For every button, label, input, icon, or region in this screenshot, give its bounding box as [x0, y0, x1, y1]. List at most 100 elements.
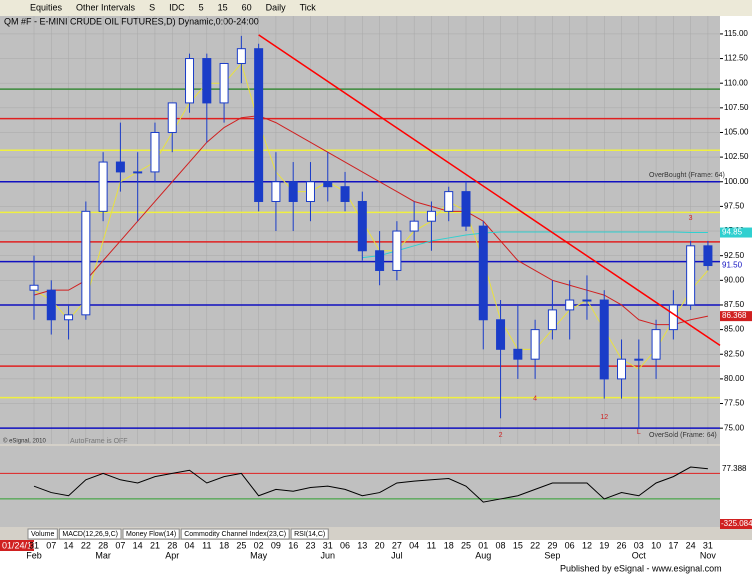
overbought-label: OverBought (Frame: 64) — [649, 172, 725, 179]
candle-body — [288, 181, 298, 202]
value-box-label: 86.368 — [722, 311, 747, 320]
y-tick-label: 90.00 — [724, 275, 745, 284]
candle-body — [357, 200, 367, 252]
oversold-label: OverSold (Frame: 64) — [649, 432, 717, 439]
candle-body — [29, 284, 39, 291]
toolbar-item[interactable]: Tick — [300, 2, 317, 12]
x-tick-label: 24 — [686, 540, 696, 550]
candle-body — [202, 58, 212, 104]
toolbar-item[interactable]: IDC — [169, 2, 185, 12]
candle-body — [530, 329, 540, 360]
x-tick-label: 23 — [305, 540, 315, 550]
candle-body — [547, 309, 557, 331]
toolbar-item[interactable]: Equities — [30, 2, 63, 12]
candle-body — [634, 358, 644, 361]
tab-label[interactable]: Commodity Channel Index(23,C) — [184, 531, 286, 538]
pivot-label: 12 — [600, 414, 608, 421]
ma-line — [33, 115, 709, 326]
candle-body — [444, 191, 454, 212]
copyright: © eSignal, 2010 — [3, 438, 46, 445]
candle-body — [150, 131, 160, 173]
tab[interactable] — [290, 528, 329, 540]
tab-label[interactable]: MACD(12,26,9,C) — [62, 531, 118, 538]
y-tick-label: 105.00 — [724, 128, 749, 137]
y-tick-label: 112.50 — [724, 54, 748, 63]
pivot-label: 4 — [533, 395, 537, 402]
x-tick-label: 11 — [202, 540, 211, 550]
autoframe-label: AutoFrame is OFF — [70, 438, 128, 445]
cci-last: -325.084 — [721, 519, 752, 528]
toolbar-item[interactable]: 5 — [199, 2, 204, 12]
toolbar-item[interactable]: 60 — [242, 2, 252, 12]
candle-body — [375, 250, 385, 271]
x-tick-label: 09 — [271, 540, 281, 550]
candle-body — [64, 314, 74, 321]
tab[interactable] — [27, 528, 58, 540]
x-tick-label: 25 — [236, 540, 246, 550]
toolbar-item[interactable]: S — [149, 2, 155, 12]
y-tick-label: 97.50 — [724, 202, 745, 211]
value-box — [720, 519, 752, 529]
pivot-label: L — [637, 429, 641, 436]
candle-body — [271, 181, 281, 202]
value-box-label: 94.85 — [722, 228, 743, 237]
toolbar-item[interactable]: Daily — [266, 2, 287, 12]
tab[interactable] — [122, 528, 180, 540]
candle-body — [461, 191, 471, 227]
month-label: Jun — [321, 550, 336, 560]
y-tick-label: 75.00 — [724, 423, 745, 432]
candle-body — [599, 299, 609, 380]
x-tick-label: 20 — [375, 540, 385, 550]
start-date: 01/24/11 — [2, 540, 36, 550]
x-tick-label: 06 — [340, 540, 350, 550]
candle-body — [703, 245, 713, 267]
x-tick-label: 28 — [98, 540, 108, 550]
candle-body — [668, 304, 678, 331]
candle-body — [81, 210, 91, 316]
candle-body — [133, 171, 143, 174]
trendline — [258, 34, 721, 347]
candle-body — [496, 319, 506, 350]
x-tick-label: 31 — [323, 540, 333, 550]
month-label: Apr — [165, 550, 179, 560]
y-tick-label: 82.50 — [724, 349, 745, 358]
tab-label[interactable]: RSI(14,C) — [294, 531, 325, 538]
x-tick-label: 27 — [392, 540, 402, 550]
toolbar-item[interactable]: Other Intervals — [76, 2, 136, 12]
candle-body — [582, 299, 592, 302]
candle-body — [340, 186, 350, 202]
x-tick-label: 29 — [547, 540, 557, 550]
month-label: Aug — [475, 550, 491, 560]
month-label: Oct — [632, 550, 647, 560]
month-label: Sep — [544, 550, 560, 560]
candle-body — [565, 299, 575, 311]
x-tick-label: 22 — [81, 540, 91, 550]
tab-label[interactable]: Money Flow(14) — [126, 531, 176, 538]
month-label: Nov — [700, 550, 717, 560]
tab[interactable] — [58, 528, 122, 540]
x-tick-label: 16 — [288, 540, 298, 550]
value-box — [720, 260, 752, 271]
x-tick-label: 04 — [185, 540, 195, 550]
candle-body — [392, 230, 402, 271]
toolbar-bg — [0, 0, 752, 16]
value-box — [720, 227, 752, 238]
toolbar-item[interactable]: 15 — [218, 2, 228, 12]
x-tick-label: 15 — [513, 540, 523, 550]
pivot-label: 2 — [499, 432, 503, 439]
candle-body — [426, 210, 436, 222]
candle-body — [478, 225, 488, 321]
candle-body — [185, 58, 195, 104]
x-tick-label: 04 — [409, 540, 419, 550]
y-tick-label: 102.50 — [724, 152, 749, 161]
month-label: May — [250, 550, 268, 560]
value-box — [720, 463, 752, 474]
month-label: Jul — [391, 550, 403, 560]
rsi-pane — [0, 446, 720, 527]
y-tick-label: 85.00 — [724, 325, 745, 334]
tab-label[interactable]: Volume — [31, 531, 54, 538]
x-tick-label: 22 — [530, 540, 540, 550]
month-label: Feb — [26, 550, 42, 560]
tab[interactable] — [180, 528, 290, 540]
